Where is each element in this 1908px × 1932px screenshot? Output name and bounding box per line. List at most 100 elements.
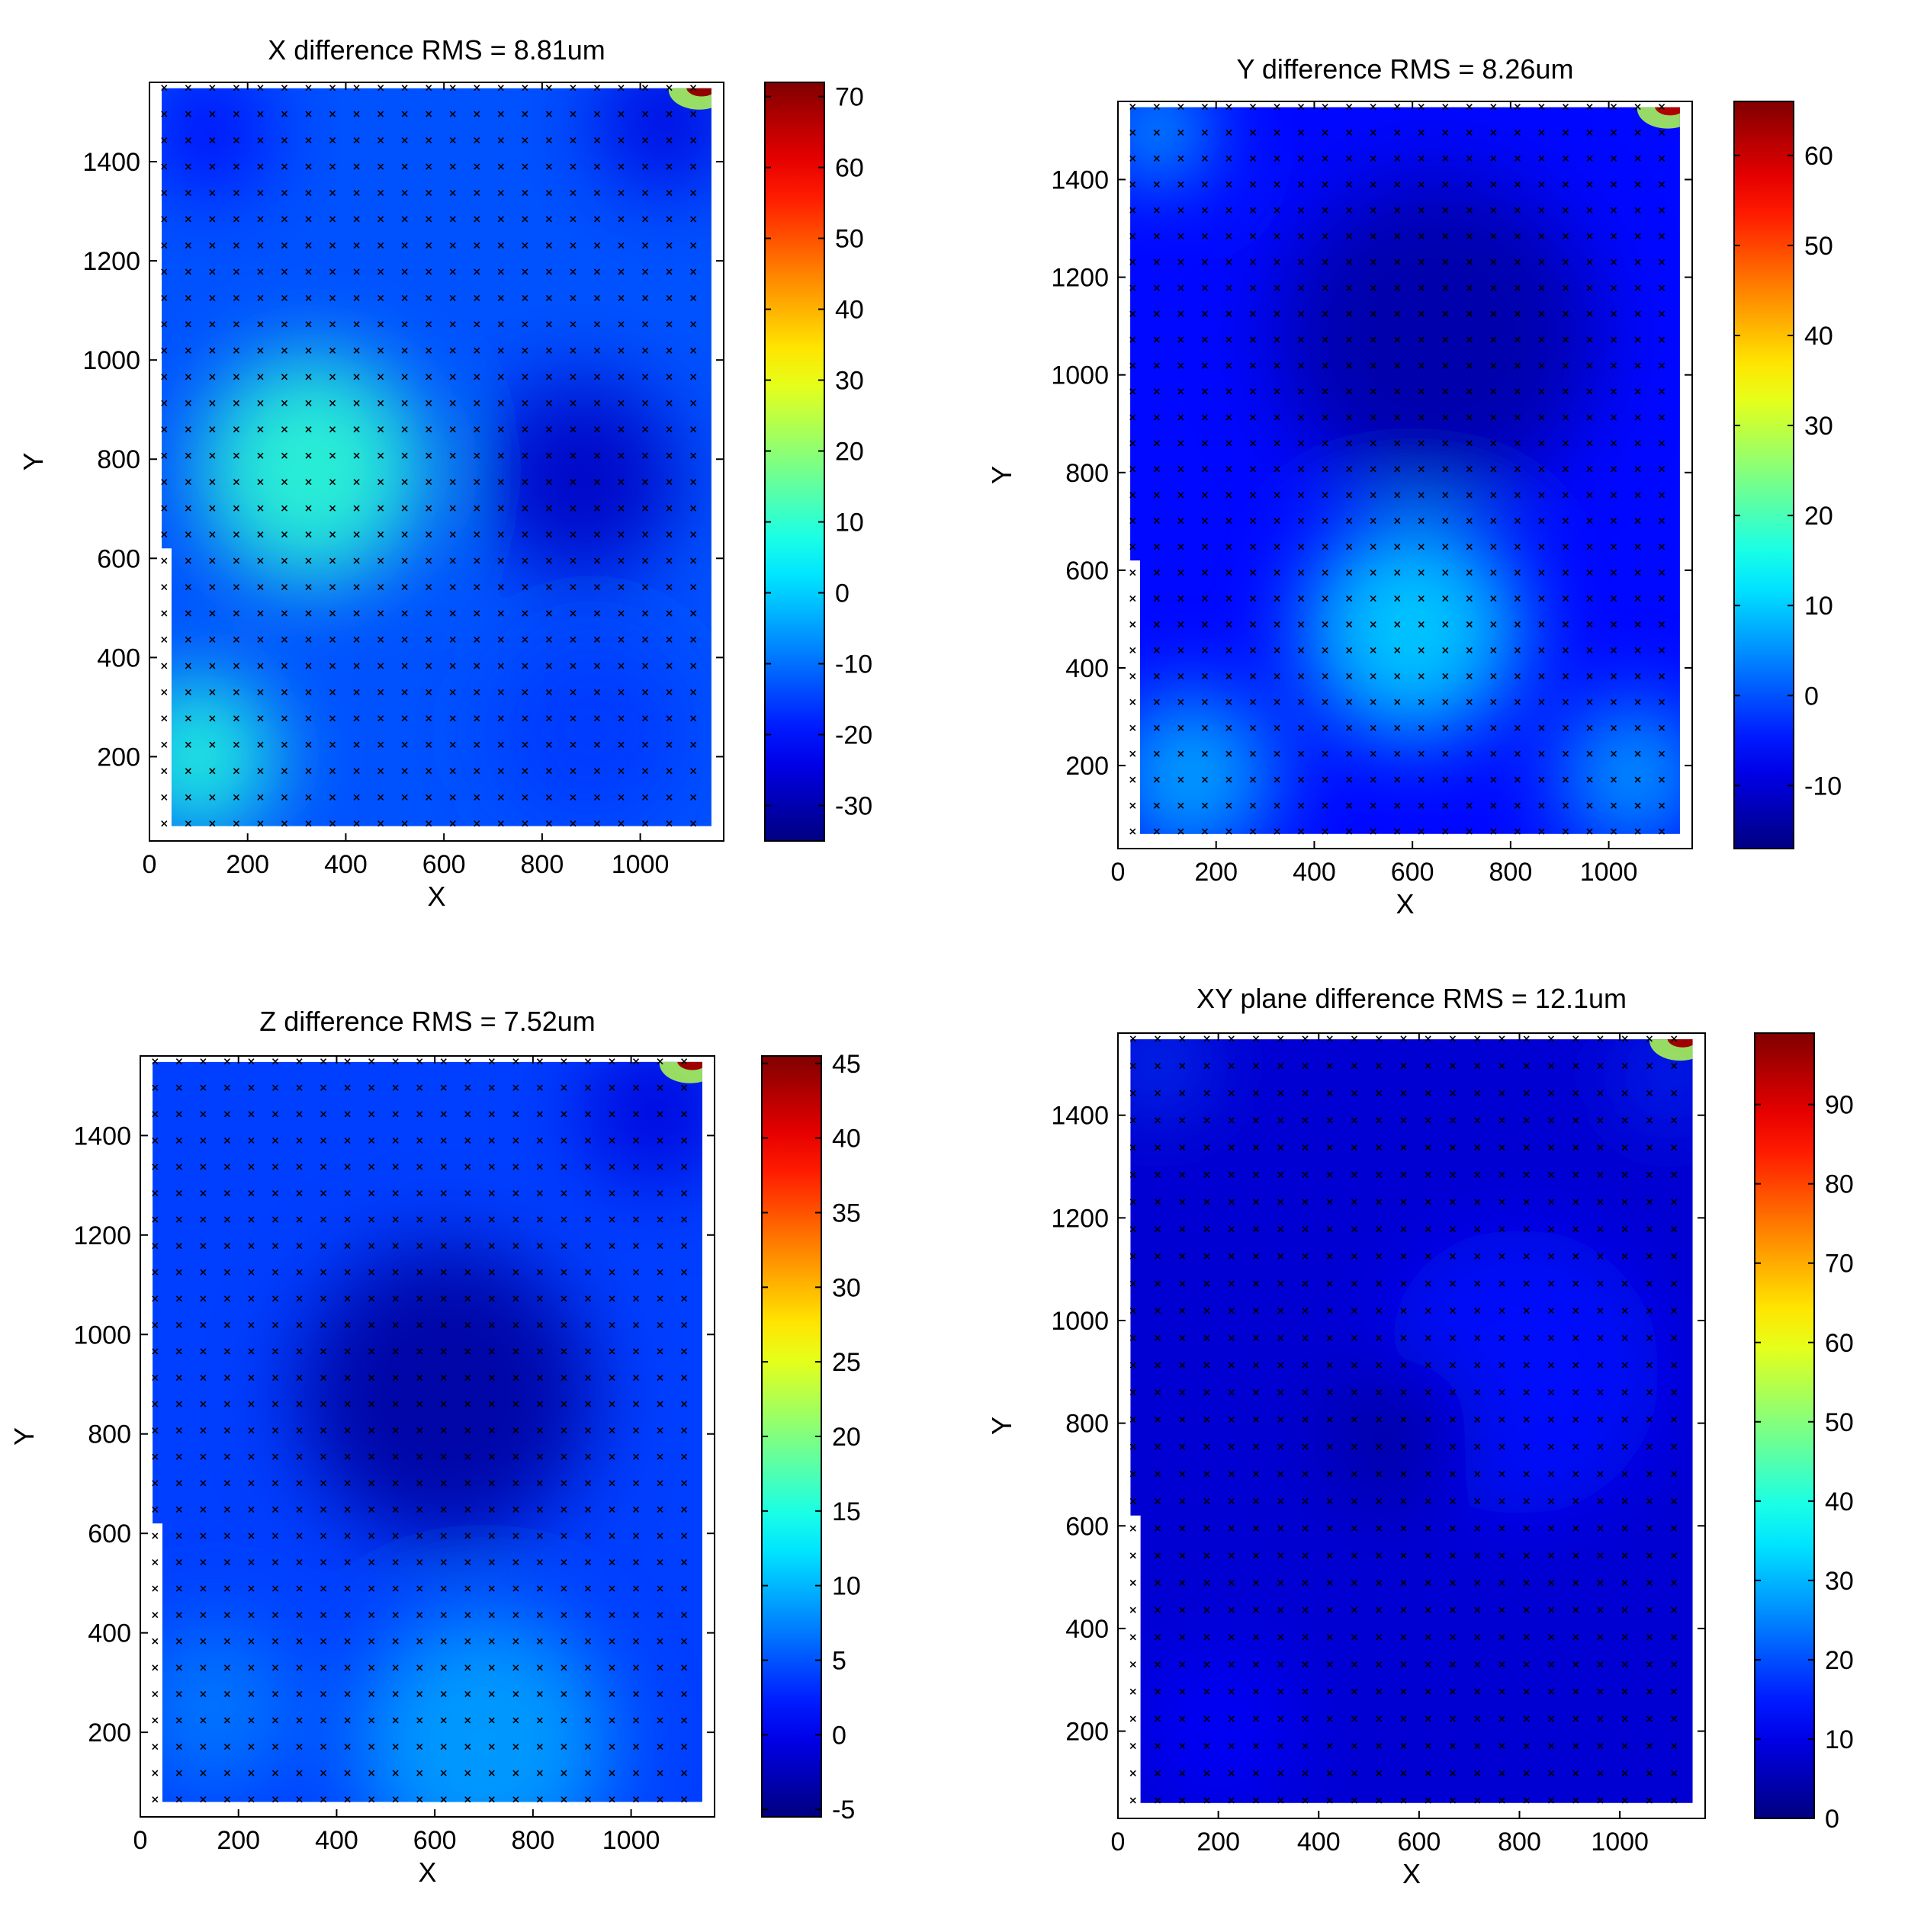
colorbar-tick-label: -10 [1804, 772, 1842, 801]
colorbar-tick-label: 15 [832, 1497, 861, 1526]
axes-box [1117, 1032, 1706, 1819]
y-tick-label: 400 [97, 643, 140, 672]
colorbar-tick-label: 35 [832, 1199, 861, 1228]
x-tick-label: 1000 [1591, 1828, 1649, 1857]
colorbar-tick-label: 5 [832, 1647, 846, 1676]
y-tick-label: 1000 [73, 1321, 131, 1350]
colorbar-tick-label: -20 [835, 721, 872, 750]
colorbar-tick-label: 20 [832, 1423, 861, 1452]
colorbar-tick-label: -30 [835, 792, 872, 821]
y-axis-label: Y [8, 1427, 40, 1446]
colorbar-tick-label: -10 [835, 650, 872, 679]
colorbar-tick-label: 70 [835, 83, 864, 112]
heatmap-blob [1304, 521, 1521, 737]
y-tick-label: 400 [1065, 1615, 1109, 1644]
heatmap-blob [1328, 1361, 1470, 1506]
heatmap-blob [1130, 1039, 1199, 1106]
hot-corner [659, 1061, 702, 1083]
x-tick-label: 800 [521, 850, 564, 879]
y-tick-label: 600 [1065, 1512, 1109, 1541]
colorbar-tick-label: 30 [835, 367, 864, 396]
heatmap-blob [1130, 692, 1275, 834]
y-axis-label: Y [986, 1417, 1017, 1435]
y-tick-label: 1200 [82, 247, 140, 276]
heatmap-blob [493, 632, 689, 826]
colorbar: 0 10 20 30 40 50 60 70 80 90 [1754, 1032, 1854, 1834]
x-tick-label: 400 [1297, 1828, 1341, 1857]
x-tick-label: 400 [1293, 858, 1336, 887]
y-tick-label: 1200 [73, 1221, 131, 1250]
colorbar-tick-label: 40 [832, 1125, 861, 1154]
chart-title: Y difference RMS = 8.26um [1237, 53, 1574, 85]
y-tick-label: 800 [1065, 459, 1109, 488]
heatmap-blob [1130, 107, 1202, 175]
colorbar-tick-label: 10 [1825, 1725, 1854, 1754]
y-axis-label: Y [18, 452, 49, 470]
y-tick-label: 1000 [1051, 1307, 1109, 1336]
y-tick-label: 200 [97, 743, 140, 772]
colorbar-tick-label: -5 [832, 1796, 855, 1824]
colorbar-tick-label: 80 [1825, 1170, 1854, 1199]
colorbar-tick-label: 50 [1825, 1408, 1854, 1437]
colorbar-tick-label: 40 [1825, 1488, 1854, 1516]
hot-corner [1637, 107, 1680, 129]
colorbar: -10 0 10 20 30 40 50 60 [1733, 101, 1842, 849]
heatmap-blob [1138, 1648, 1299, 1803]
heatmap-field [1130, 1039, 1693, 1803]
hot-corner [668, 88, 711, 110]
hot-corner [1649, 1039, 1693, 1061]
x-tick-label: 1000 [602, 1826, 660, 1855]
colorbar-tick-label: 20 [1825, 1646, 1854, 1675]
y-tick-label: 600 [97, 544, 140, 573]
heatmap-blob [1274, 175, 1599, 497]
measurement-markers [161, 85, 697, 827]
x-tick-label: 800 [1489, 858, 1533, 887]
y-tick-label: 1400 [73, 1122, 131, 1151]
colorbar-tick-label: 60 [1825, 1329, 1854, 1358]
measurement-markers [1129, 103, 1665, 835]
measurement-markers [1129, 1035, 1678, 1804]
x-tick-label: 800 [512, 1826, 555, 1855]
axes-box [149, 82, 724, 842]
colorbar-tick-label: 10 [832, 1572, 861, 1601]
x-tick-label: 400 [324, 850, 368, 879]
heatmap-blob [483, 380, 680, 579]
axes-box [1117, 101, 1693, 849]
y-tick-label: 200 [1065, 1718, 1109, 1747]
heatmap-field [162, 88, 711, 826]
x-tick-label: 0 [133, 1826, 148, 1855]
colorbar-tick-label: 30 [832, 1273, 861, 1302]
x-axis-label: X [1396, 888, 1414, 919]
colorbar-tick-label: 45 [832, 1050, 861, 1079]
y-tick-label: 1400 [1051, 1102, 1109, 1131]
heatmap-blob [596, 88, 711, 192]
chart-panel-2: 0 200 400 600 800 100020040060080010001200140… [986, 53, 1842, 919]
heatmap-blob [162, 88, 268, 192]
colorbar-tick-label: 40 [835, 296, 864, 325]
x-tick-label: 600 [1398, 1828, 1441, 1857]
colorbar-tick-label: 50 [835, 225, 864, 254]
chart-title: XY plane difference RMS = 12.1um [1197, 983, 1627, 1014]
x-tick-label: 200 [1197, 1828, 1240, 1857]
colorbar-tick-label: 20 [835, 438, 864, 467]
chart-panel-4: 0 200 400 600 800 100020040060080010001200140… [986, 983, 1854, 1889]
x-tick-label: 800 [1498, 1828, 1541, 1857]
colorbar-tick-label: 30 [1825, 1567, 1854, 1596]
x-tick-label: 0 [143, 850, 157, 879]
colorbar-tick-label: 60 [1804, 142, 1833, 171]
y-tick-label: 200 [88, 1719, 131, 1747]
y-tick-label: 1000 [1051, 361, 1109, 390]
colorbar-tick-label: 10 [1804, 592, 1833, 621]
x-tick-label: 600 [422, 850, 466, 879]
colorbar-tick-label: 0 [832, 1721, 846, 1750]
y-tick-label: 400 [1065, 654, 1109, 683]
y-tick-label: 1000 [82, 346, 140, 375]
x-tick-label: 400 [315, 1826, 358, 1855]
y-tick-label: 800 [88, 1420, 131, 1449]
x-tick-label: 200 [1194, 858, 1238, 887]
y-tick-label: 600 [88, 1520, 131, 1548]
y-axis-label: Y [986, 466, 1017, 484]
heatmap-blob [198, 355, 425, 583]
x-tick-label: 0 [1111, 1828, 1126, 1857]
